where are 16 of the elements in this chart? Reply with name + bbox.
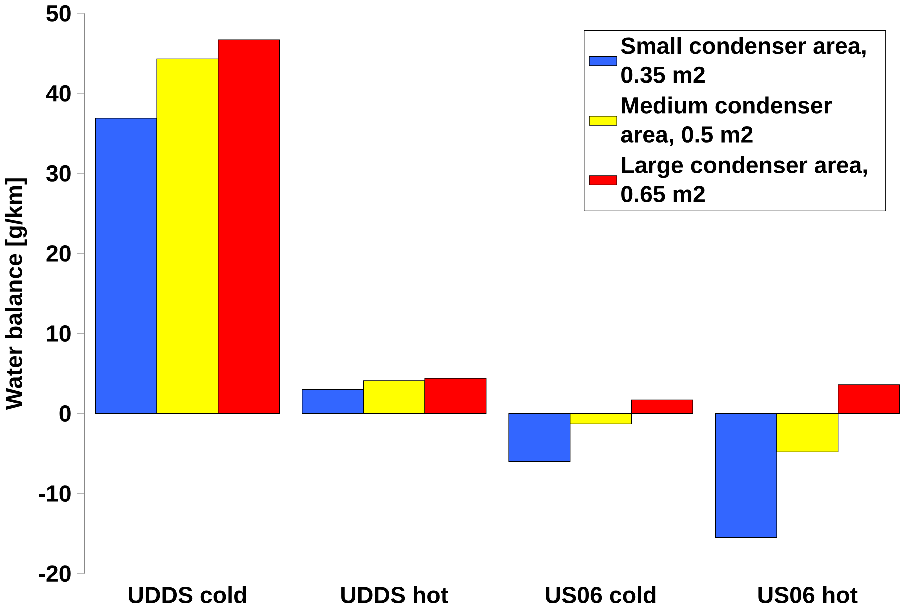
y-axis-title: Water balance [g/km]	[5, 178, 28, 410]
x-tick-label: UDDS cold	[129, 586, 246, 604]
x-tick-label: US06 cold	[546, 586, 656, 604]
y-tick-label: 10	[47, 326, 71, 342]
legend-label: Large condenser area, 0.65 m2	[622, 156, 868, 203]
y-tick-label: 50	[46, 5, 71, 22]
y-tick-label: 20	[46, 246, 71, 262]
y-tick-label: -20	[39, 566, 71, 582]
y-tick-label: 0	[60, 406, 71, 422]
x-tick-label: US06 hot	[758, 586, 858, 604]
legend-label: Small condenser area, 0.35 m2	[621, 37, 866, 84]
y-tick-label: 30	[46, 165, 71, 182]
legend-label: Medium condenser area, 0.5 m2	[621, 96, 832, 146]
x-tick-label: UDDS hot	[342, 586, 448, 604]
y-tick-label: 40	[46, 85, 71, 102]
y-tick-label: -10	[39, 486, 71, 502]
